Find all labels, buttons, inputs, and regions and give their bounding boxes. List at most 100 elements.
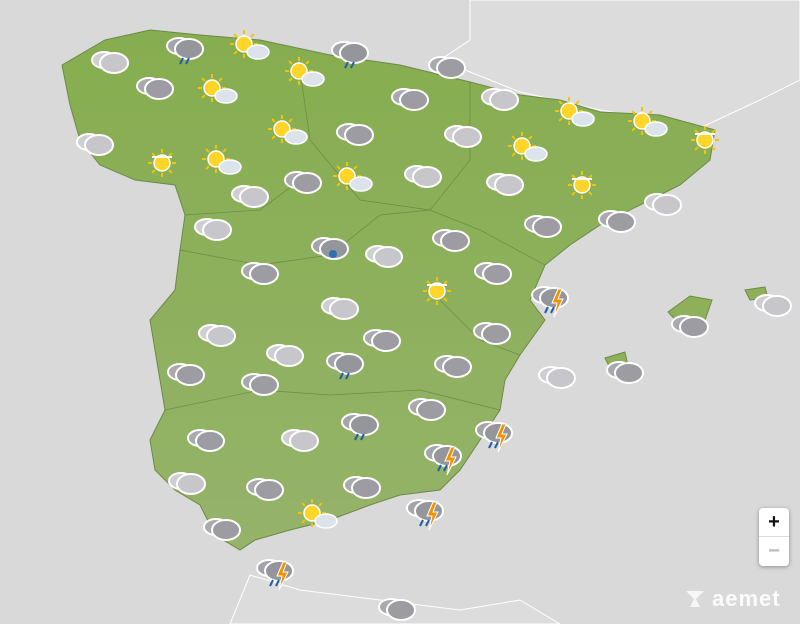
cloud-icon	[404, 165, 442, 188]
cloudy-icon[interactable]	[428, 56, 466, 79]
sun-cloud-icon[interactable]	[628, 107, 668, 137]
hail-icon	[329, 250, 337, 258]
sun-cloud-icon[interactable]	[508, 132, 548, 162]
aemet-logo-icon	[686, 591, 704, 607]
sun-haze-icon[interactable]	[148, 149, 176, 177]
cloudy-icon[interactable]	[246, 478, 284, 501]
cloudy-rain-icon[interactable]	[326, 352, 364, 380]
cloudy-light-icon[interactable]	[754, 294, 792, 317]
sun-haze-icon[interactable]	[568, 171, 596, 199]
rain-icon	[344, 61, 355, 69]
sun-cloud-icon[interactable]	[202, 145, 242, 175]
cloud-icon	[194, 218, 232, 241]
cloud-icon	[198, 324, 236, 347]
zoom-control: + −	[759, 508, 789, 566]
lightning-icon	[551, 288, 564, 318]
cloudy-icon[interactable]	[363, 329, 401, 352]
cloud-icon	[406, 499, 444, 522]
rain-icon	[488, 441, 499, 449]
cloud-icon	[241, 262, 279, 285]
small-cloud-icon	[301, 71, 325, 87]
cloudy-icon[interactable]	[434, 355, 472, 378]
sun-cloud-icon[interactable]	[285, 57, 325, 87]
cloudy-icon[interactable]	[671, 315, 709, 338]
cloudy-icon[interactable]	[187, 429, 225, 452]
cloudy-light-icon[interactable]	[404, 165, 442, 188]
cloudy-icon[interactable]	[343, 476, 381, 499]
sun-icon	[148, 149, 176, 177]
cloud-icon	[408, 398, 446, 421]
lightning-icon	[276, 561, 289, 591]
small-cloud-icon	[524, 146, 548, 162]
cloud-icon	[428, 56, 466, 79]
cloudy-icon[interactable]	[167, 363, 205, 386]
cloudy-light-icon[interactable]	[231, 185, 269, 208]
sun-haze-icon[interactable]	[423, 277, 451, 305]
cloud-icon	[474, 262, 512, 285]
cloud-icon	[343, 476, 381, 499]
zoom-out-button[interactable]: −	[759, 536, 789, 566]
cloudy-light-icon[interactable]	[281, 429, 319, 452]
cloudy-light-icon[interactable]	[76, 133, 114, 156]
cloudy-icon[interactable]	[241, 262, 279, 285]
cloudy-light-icon[interactable]	[266, 344, 304, 367]
cloud-icon	[481, 88, 519, 111]
cloudy-light-icon[interactable]	[91, 51, 129, 74]
cloudy-icon[interactable]	[473, 322, 511, 345]
cloudy-icon[interactable]	[524, 215, 562, 238]
sun-cloud-icon[interactable]	[555, 97, 595, 127]
cloud-icon	[598, 210, 636, 233]
cloudy-icon[interactable]	[336, 123, 374, 146]
cloudy-icon[interactable]	[378, 598, 416, 621]
sun-cloud-icon[interactable]	[268, 115, 308, 145]
storm-icon[interactable]	[406, 499, 444, 531]
small-cloud-icon	[246, 44, 270, 60]
sun-haze-icon[interactable]	[691, 126, 719, 154]
small-cloud-icon	[571, 111, 595, 127]
cloudy-icon[interactable]	[241, 373, 279, 396]
cloudy-icon[interactable]	[408, 398, 446, 421]
cloud-icon	[606, 361, 644, 384]
region-borders	[164, 69, 546, 411]
storm-icon[interactable]	[256, 559, 294, 591]
storm-icon[interactable]	[531, 286, 569, 318]
cloudy-icon[interactable]	[598, 210, 636, 233]
lightning-icon	[495, 423, 508, 453]
cloudy-light-icon[interactable]	[538, 366, 576, 389]
cloud-icon	[311, 237, 349, 260]
cloudy-rain-icon[interactable]	[331, 41, 369, 69]
sun-cloud-icon[interactable]	[230, 30, 270, 60]
cloud-icon	[475, 421, 513, 444]
cloudy-rain-icon[interactable]	[341, 413, 379, 441]
cloudy-light-icon[interactable]	[481, 88, 519, 111]
cloudy-rain-icon[interactable]	[166, 37, 204, 65]
storm-icon[interactable]	[424, 444, 462, 476]
cloudy-light-icon[interactable]	[486, 173, 524, 196]
storm-icon[interactable]	[475, 421, 513, 453]
cloudy-icon[interactable]	[391, 88, 429, 111]
cloudy-light-icon[interactable]	[168, 472, 206, 495]
zoom-in-button[interactable]: +	[768, 511, 780, 533]
cloudy-icon[interactable]	[432, 229, 470, 252]
cloudy-light-icon[interactable]	[194, 218, 232, 241]
cloudy-light-icon[interactable]	[321, 297, 359, 320]
cloudy-hail-icon[interactable]	[311, 237, 349, 260]
cloud-icon	[331, 41, 369, 64]
cloudy-light-icon[interactable]	[365, 245, 403, 268]
cloud-icon	[671, 315, 709, 338]
cloudy-light-icon[interactable]	[444, 125, 482, 148]
sun-cloud-icon[interactable]	[298, 499, 338, 529]
sun-cloud-icon[interactable]	[333, 162, 373, 192]
cloudy-icon[interactable]	[136, 77, 174, 100]
cloudy-icon[interactable]	[203, 518, 241, 541]
cloudy-icon[interactable]	[474, 262, 512, 285]
cloud-icon	[473, 322, 511, 345]
cloudy-light-icon[interactable]	[644, 193, 682, 216]
cloud-icon	[538, 366, 576, 389]
cloudy-icon[interactable]	[284, 171, 322, 194]
sun-cloud-icon[interactable]	[198, 74, 238, 104]
cloudy-icon[interactable]	[606, 361, 644, 384]
cloudy-light-icon[interactable]	[198, 324, 236, 347]
cloud-icon	[76, 133, 114, 156]
